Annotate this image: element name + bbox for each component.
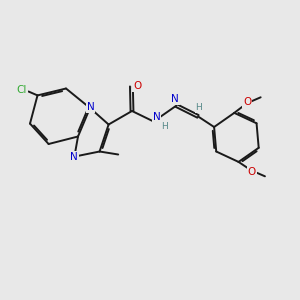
Text: N: N xyxy=(171,94,179,104)
Text: O: O xyxy=(133,81,142,91)
Text: H: H xyxy=(195,103,202,112)
Text: N: N xyxy=(87,102,94,112)
Text: H: H xyxy=(161,122,167,131)
Text: O: O xyxy=(243,97,252,107)
Text: N: N xyxy=(70,152,78,162)
Text: Cl: Cl xyxy=(17,85,27,95)
Text: O: O xyxy=(248,167,256,177)
Text: N: N xyxy=(153,112,160,122)
